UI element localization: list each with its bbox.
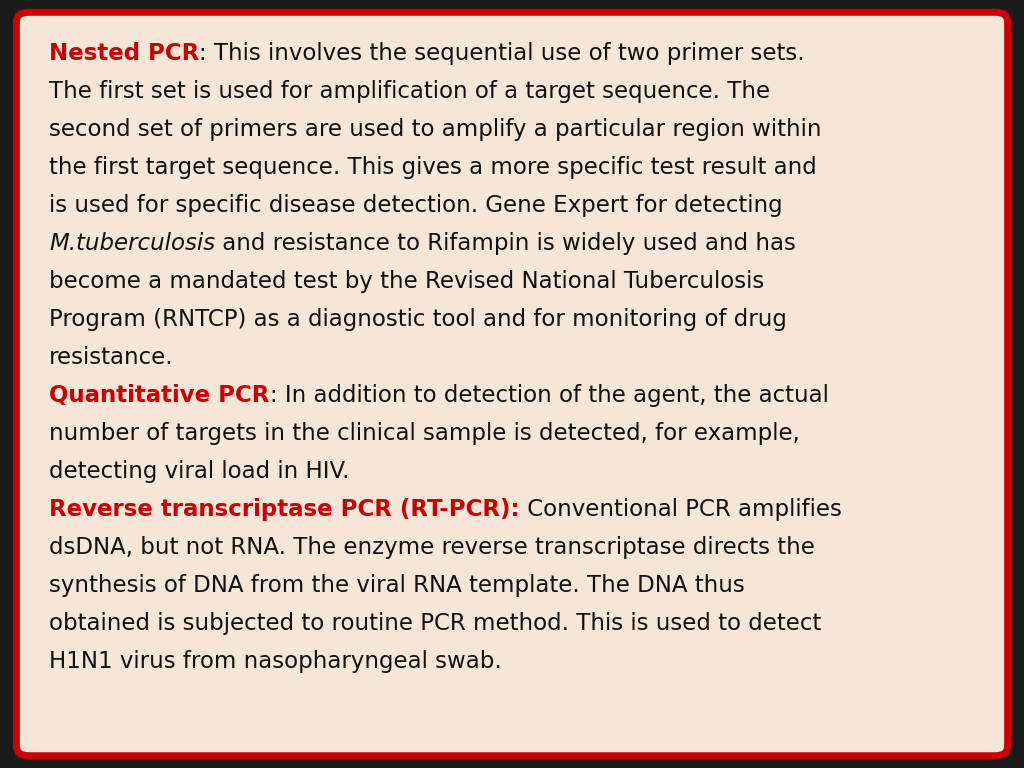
Text: number of targets in the clinical sample is detected, for example,: number of targets in the clinical sample…	[49, 422, 800, 445]
Text: The first set is used for amplification of a target sequence. The: The first set is used for amplification …	[49, 81, 770, 103]
Text: : This involves the sequential use of two primer sets.: : This involves the sequential use of tw…	[200, 42, 805, 65]
Text: and resistance to Rifampin is widely used and has: and resistance to Rifampin is widely use…	[215, 232, 796, 255]
Text: dsDNA, but not RNA. The enzyme reverse transcriptase directs the: dsDNA, but not RNA. The enzyme reverse t…	[49, 537, 815, 559]
Text: Program (RNTCP) as a diagnostic tool and for monitoring of drug: Program (RNTCP) as a diagnostic tool and…	[49, 309, 787, 331]
Text: the first target sequence. This gives a more specific test result and: the first target sequence. This gives a …	[49, 157, 817, 179]
Text: Conventional PCR amplifies: Conventional PCR amplifies	[519, 498, 842, 521]
Text: M.tuberculosis: M.tuberculosis	[49, 232, 215, 255]
Text: Quantitative PCR: Quantitative PCR	[49, 385, 269, 407]
Text: H1N1 virus from nasopharyngeal swab.: H1N1 virus from nasopharyngeal swab.	[49, 650, 502, 674]
Text: is used for specific disease detection. Gene Expert for detecting: is used for specific disease detection. …	[49, 194, 782, 217]
Text: synthesis of DNA from the viral RNA template. The DNA thus: synthesis of DNA from the viral RNA temp…	[49, 574, 744, 598]
Text: resistance.: resistance.	[49, 346, 174, 369]
Text: detecting viral load in HIV.: detecting viral load in HIV.	[49, 461, 349, 483]
Text: : In addition to detection of the agent, the actual: : In addition to detection of the agent,…	[269, 385, 828, 407]
Text: Nested PCR: Nested PCR	[49, 42, 200, 65]
Text: Reverse transcriptase PCR (RT-PCR):: Reverse transcriptase PCR (RT-PCR):	[49, 498, 519, 521]
FancyBboxPatch shape	[16, 12, 1008, 756]
Text: obtained is subjected to routine PCR method. This is used to detect: obtained is subjected to routine PCR met…	[49, 613, 821, 635]
Text: second set of primers are used to amplify a particular region within: second set of primers are used to amplif…	[49, 118, 821, 141]
Text: become a mandated test by the Revised National Tuberculosis: become a mandated test by the Revised Na…	[49, 270, 764, 293]
